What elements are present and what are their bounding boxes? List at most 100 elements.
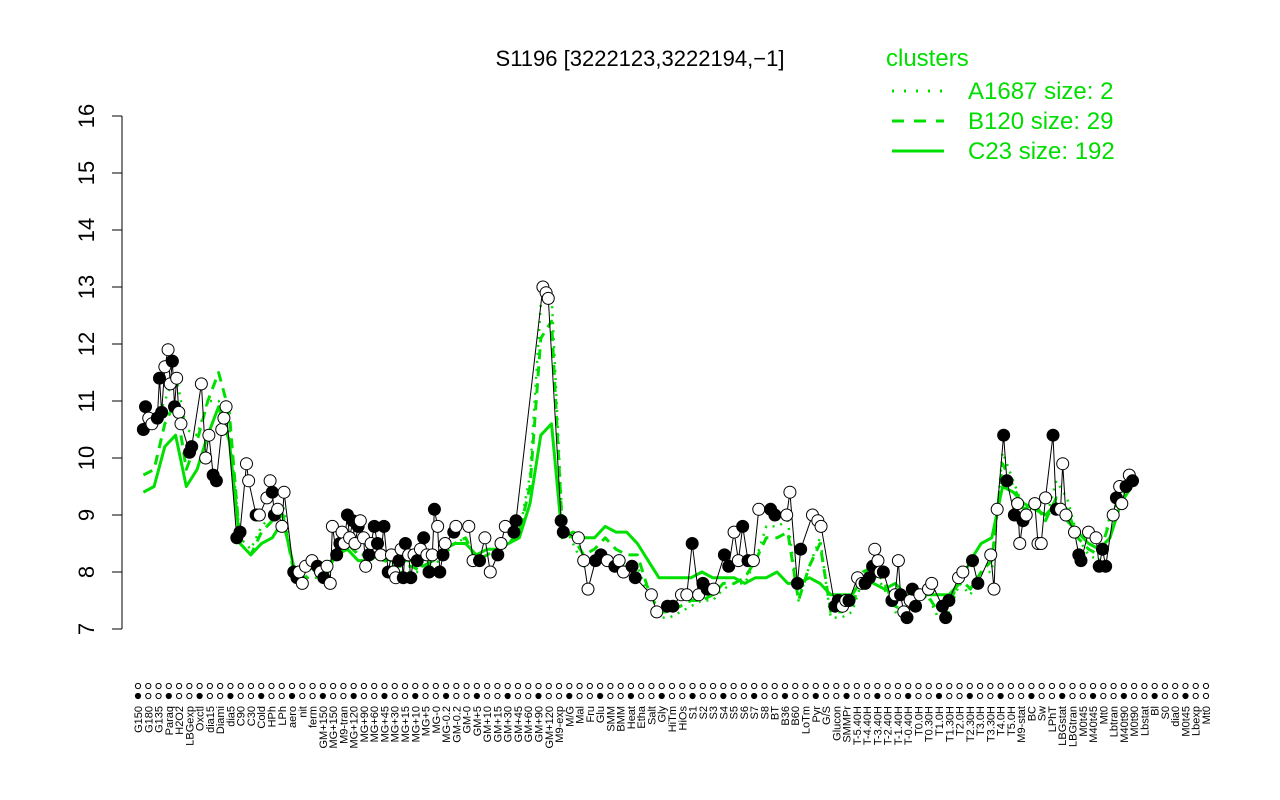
x-tick-label: T2.0H — [955, 706, 967, 736]
x-tick-mark — [1131, 682, 1138, 690]
data-point — [625, 559, 639, 573]
x-tick-mark — [1059, 692, 1066, 700]
x-tick-mark — [771, 682, 778, 690]
x-tick-mark — [545, 692, 552, 700]
x-tick-mark — [473, 692, 480, 700]
x-tick-mark — [155, 692, 162, 700]
x-tick-label: Paraq — [164, 706, 176, 735]
data-point — [1059, 508, 1073, 522]
x-tick-label: HiOs — [677, 706, 689, 731]
data-point — [491, 548, 505, 562]
data-point — [398, 537, 412, 550]
data-point — [783, 485, 797, 499]
x-tick-label: LPhT — [1047, 706, 1059, 733]
x-tick-mark — [391, 692, 398, 700]
series-line-dotted — [142, 291, 1133, 619]
x-tick-label: Lbexp — [1191, 706, 1203, 736]
x-tick-mark — [576, 692, 583, 700]
data-point — [794, 542, 808, 556]
x-tick-mark — [206, 682, 213, 690]
x-tick-label: MG+15 — [400, 706, 412, 742]
x-tick-label: S7 — [749, 706, 761, 719]
x-tick-mark — [463, 692, 470, 700]
x-tick-mark — [864, 692, 871, 700]
x-tick-mark — [720, 682, 727, 690]
x-tick-label: MG-0 — [431, 706, 443, 734]
x-tick-mark — [145, 682, 152, 690]
data-point — [1011, 497, 1025, 511]
x-tick-label: T-5.40H — [852, 706, 864, 745]
x-tick-label: H2O2 — [174, 706, 186, 735]
x-tick-label: T3.30H — [985, 706, 997, 742]
x-tick-mark — [504, 682, 511, 690]
x-tick-mark — [237, 682, 244, 690]
x-tick-label: C30 — [246, 706, 258, 726]
x-tick-label: Gly — [657, 706, 669, 723]
data-point — [1126, 474, 1140, 488]
x-tick-label: Glu — [595, 706, 607, 723]
x-tick-label: S1 — [688, 706, 700, 719]
x-tick-label: MG+45 — [379, 706, 391, 742]
x-tick-label: S2 — [698, 706, 710, 719]
x-tick-mark — [586, 692, 593, 700]
data-point — [717, 548, 731, 562]
x-tick-mark — [134, 682, 142, 690]
x-tick-label: M0t45 — [1180, 706, 1192, 737]
x-tick-mark — [915, 682, 922, 690]
x-tick-mark — [514, 682, 522, 690]
x-tick-mark — [350, 692, 357, 700]
x-tick-label: M0t90 — [1129, 706, 1141, 737]
x-tick-label: Heat — [626, 706, 638, 729]
data-point — [209, 474, 223, 488]
data-point — [556, 525, 570, 539]
x-tick-mark — [751, 692, 758, 700]
x-tick-mark — [1048, 682, 1056, 690]
x-tick-mark — [473, 682, 480, 690]
data-point — [871, 554, 885, 568]
x-tick-label: MG+150 — [328, 706, 340, 749]
x-tick-mark — [299, 682, 306, 690]
x-tick-mark — [638, 692, 645, 700]
x-tick-label: LBGstat — [1057, 706, 1069, 746]
x-tick-label: GM+10 — [482, 706, 494, 742]
x-tick-mark — [1141, 682, 1148, 690]
x-tick-mark — [638, 682, 645, 690]
x-tick-mark — [566, 692, 573, 700]
x-tick-mark — [905, 682, 912, 690]
x-tick-mark — [1100, 682, 1107, 690]
x-tick-mark — [966, 692, 973, 700]
x-tick-mark — [1089, 682, 1097, 690]
series-line-dashed — [142, 319, 1133, 614]
x-tick-mark — [812, 682, 819, 690]
data-point — [199, 451, 213, 465]
x-tick-mark — [381, 682, 388, 690]
x-tick-mark — [535, 682, 542, 690]
x-tick-mark — [319, 682, 326, 690]
y-tick-label: 14 — [74, 218, 99, 242]
data-point — [571, 531, 585, 545]
x-tick-mark — [268, 682, 275, 690]
legend-label: B120 size: 29 — [968, 108, 1113, 135]
data-point — [215, 423, 229, 436]
x-tick-mark — [792, 692, 799, 700]
x-tick-mark — [802, 682, 809, 690]
data-point — [1099, 559, 1113, 573]
x-tick-mark — [258, 682, 265, 690]
x-tick-mark — [1038, 682, 1045, 690]
data-point — [894, 588, 908, 602]
x-tick-mark — [401, 682, 409, 690]
x-tick-label: Mal — [575, 706, 587, 724]
x-tick-mark — [278, 682, 285, 690]
data-point — [722, 559, 736, 573]
data-point — [438, 537, 452, 550]
data-point — [956, 565, 970, 579]
data-point — [265, 485, 279, 499]
x-tick-label: MG+10 — [410, 706, 422, 742]
x-tick-mark — [381, 692, 388, 700]
y-tick-label: 15 — [74, 161, 99, 185]
x-tick-mark — [751, 682, 758, 690]
data-point — [1089, 531, 1103, 545]
x-tick-mark — [1007, 682, 1014, 690]
data-point — [320, 559, 334, 573]
x-tick-mark — [268, 692, 275, 700]
